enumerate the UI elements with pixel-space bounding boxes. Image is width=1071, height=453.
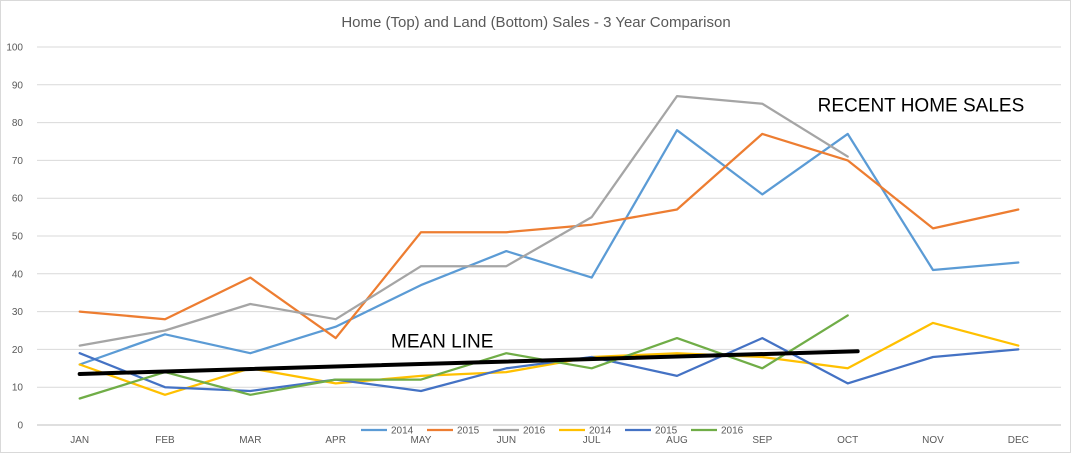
annotations: RECENT HOME SALES MEAN LINE xyxy=(391,95,1024,352)
series-line-1 xyxy=(78,132,1020,340)
chart-title: Home (Top) and Land (Bottom) Sales - 3 Y… xyxy=(341,14,730,31)
legend-label: 2015 xyxy=(655,426,678,437)
x-tick-label: OCT xyxy=(837,435,858,446)
mean-line-group xyxy=(77,349,860,376)
y-tick-label: 100 xyxy=(6,43,23,54)
series-lines xyxy=(78,94,1020,400)
mean-line xyxy=(77,349,860,376)
x-tick-label: APR xyxy=(325,435,346,446)
y-tick-label: 40 xyxy=(12,269,24,280)
x-tick-label: DEC xyxy=(1008,435,1029,446)
legend: 2014 2015 2016 2014 2015 2016 xyxy=(361,426,744,437)
legend-item: 2016 xyxy=(493,426,546,437)
series-line-2 xyxy=(78,94,849,347)
legend-item: 2015 xyxy=(427,426,480,437)
y-tick-label: 70 xyxy=(12,156,24,167)
x-tick-label: MAY xyxy=(411,435,432,446)
x-tick-label: JUN xyxy=(497,435,516,446)
y-tick-label: 80 xyxy=(12,118,24,129)
y-tick-label: 10 xyxy=(12,383,24,394)
annotation-label: MEAN LINE xyxy=(391,332,493,353)
y-tick-label: 0 xyxy=(17,421,23,432)
x-tick-label: JAN xyxy=(70,435,89,446)
legend-label: 2014 xyxy=(589,426,612,437)
legend-label: 2014 xyxy=(391,426,414,437)
legend-item: 2014 xyxy=(559,426,612,437)
legend-label: 2015 xyxy=(457,426,480,437)
x-tick-label: AUG xyxy=(666,435,688,446)
x-tick-label: MAR xyxy=(239,435,261,446)
series-line-0 xyxy=(78,129,1020,366)
y-axis: 0 10 20 30 40 50 60 70 80 90 100 xyxy=(6,43,23,432)
y-tick-label: 90 xyxy=(12,80,24,91)
y-tick-label: 50 xyxy=(12,232,24,243)
annotation-label: RECENT HOME SALES xyxy=(818,95,1025,116)
legend-label: 2016 xyxy=(523,426,546,437)
y-tick-label: 20 xyxy=(12,345,24,356)
y-tick-label: 30 xyxy=(12,307,24,318)
y-tick-label: 60 xyxy=(12,194,24,205)
series-line-5 xyxy=(78,314,849,400)
legend-item: 2016 xyxy=(691,426,744,437)
x-tick-label: SEP xyxy=(752,435,772,446)
x-tick-label: JUL xyxy=(583,435,601,446)
gridlines xyxy=(37,46,1061,426)
legend-item: 2014 xyxy=(361,426,414,437)
x-axis: JAN FEB MAR APR MAY JUN JUL AUG SEP OCT NOV DEC xyxy=(70,435,1029,446)
series-line-3 xyxy=(78,321,1020,396)
legend-label: 2016 xyxy=(721,426,744,437)
x-tick-label: NOV xyxy=(922,435,944,446)
x-tick-label: FEB xyxy=(155,435,175,446)
legend-item: 2015 xyxy=(625,426,678,437)
